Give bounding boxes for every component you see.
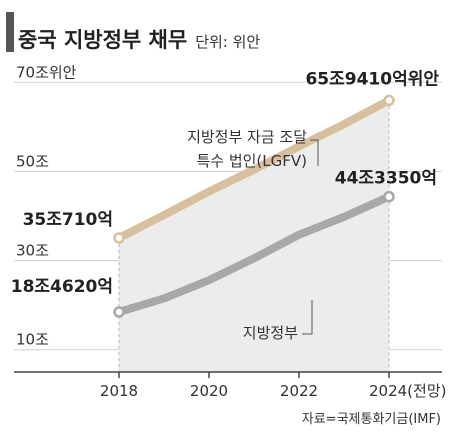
x-tick-label: 2018	[100, 382, 138, 400]
shaded-area	[119, 100, 389, 372]
series-label-local-gov: 지방정부	[243, 324, 298, 342]
series-label-lgfv-line1: 지방정부 자금 조달	[187, 128, 307, 146]
unit-label: 단위: 위안	[195, 33, 261, 51]
series-label-lgfv-line2: 특수 법인(LGFV)	[196, 152, 307, 170]
data-label-lgfv-2024: 65조9410억위안	[305, 69, 439, 89]
leader-line-local-gov	[302, 300, 313, 335]
data-point-marker	[383, 94, 395, 107]
chart-title: 중국 지방정부 채무 단위: 위안	[18, 24, 260, 54]
data-point-marker	[383, 190, 395, 203]
y-tick-label: 50조	[16, 152, 49, 170]
leader-line-lgfv	[310, 139, 319, 166]
data-point-marker	[113, 306, 125, 318]
x-tick-label: 2024(전망)	[369, 382, 446, 400]
series-line-local-gov	[115, 192, 393, 317]
series-line-lgfv	[115, 96, 393, 242]
data-point-marker	[113, 232, 125, 244]
y-tick-label: 10조	[16, 331, 49, 349]
title-accent-bar	[6, 12, 14, 52]
x-tick-label: 2020	[190, 382, 228, 400]
data-label-local-gov-2024: 44조3350억	[335, 169, 437, 189]
x-tick-label: 2022	[280, 382, 318, 400]
y-tick-label: 30조	[16, 242, 49, 260]
chart-title-text: 중국 지방정부 채무	[18, 28, 188, 52]
source-note: 자료=국제통화기금(IMF)	[301, 412, 441, 427]
data-label-lgfv-2018: 35조710억	[23, 210, 113, 230]
data-label-local-gov-2018: 18조4620억	[11, 277, 113, 297]
y-tick-label: 70조위안	[16, 63, 77, 81]
